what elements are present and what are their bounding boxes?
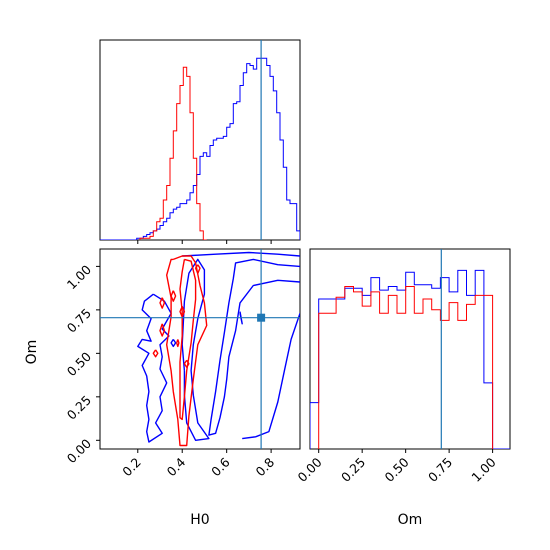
contour-8 [170,290,177,302]
contour-13 [175,339,180,348]
contour-7 [179,258,197,421]
scatter-H0-Om-xtick-label-0: 0.2 [119,455,144,480]
scatter-ytick-label-1: 0.25 [64,392,94,422]
scatter-ytick-label-2: 0.50 [64,349,94,379]
hist-Om-xtick-label-1: 0.25 [338,455,368,485]
scatter-H0-Om-xtick-label-3: 0.8 [253,454,278,479]
truth-marker [257,313,266,322]
contour-0 [182,251,300,257]
hist-H0-frame [99,39,301,241]
hist-Om-xtick-label-2: 0.50 [381,454,411,484]
hist-H0-series-1 [139,66,207,240]
contour-14 [194,264,201,274]
scatter-ytick-label-3: 0.75 [64,305,94,335]
hist-Om-series-1 [318,286,494,449]
x-axis-label-Om: Om [398,512,423,528]
hist-Om-xtick-label-3: 0.75 [425,455,455,485]
contour-4 [181,258,210,441]
y-axis-label-Om: Om [24,340,40,365]
contour-1 [242,313,300,440]
contour-11 [152,349,159,358]
hist-Om-frame [309,248,511,450]
scatter-H0-Om-xtick-label-1: 0.4 [164,454,189,479]
hist-Om-xtick-label-0: 0.00 [295,454,325,484]
contour-15 [183,359,190,368]
hist-Om-xtick-label-4: 1.00 [468,454,498,484]
contour-16 [170,339,177,348]
scatter-ytick-label-4: 1.00 [64,262,94,292]
contour-10 [159,297,166,309]
hist-H0-series-0 [100,57,300,240]
contour-5 [137,293,172,443]
contour-2 [208,258,300,436]
x-axis-label-H0: H0 [190,512,209,528]
scatter-frame [99,248,301,450]
contour-3 [239,311,243,325]
scatter-H0-Om-xtick-label-2: 0.6 [208,454,233,479]
contour-12 [179,306,186,318]
scatter-ytick-label-0: 0.00 [64,436,94,466]
contour-9 [159,323,166,337]
